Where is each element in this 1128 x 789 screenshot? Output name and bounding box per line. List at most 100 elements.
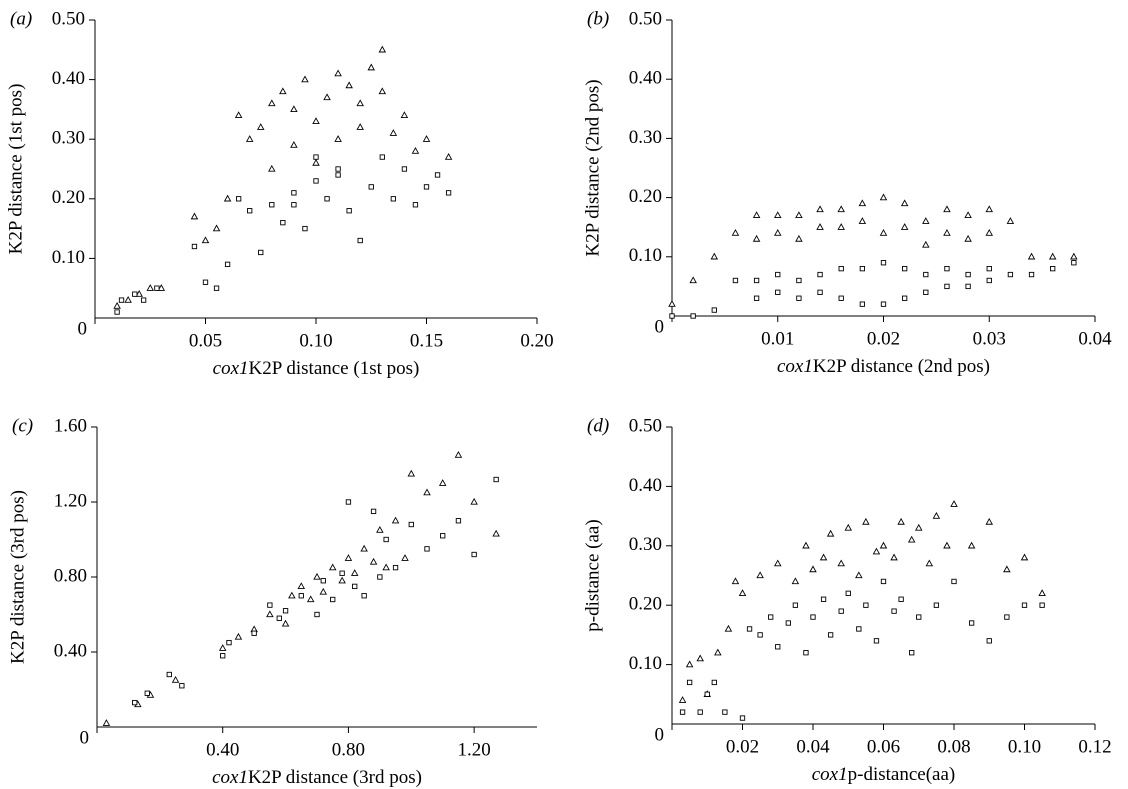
triangle-point	[290, 105, 298, 113]
triangle-point	[444, 152, 453, 160]
x-tick-label: 1.20	[458, 739, 491, 760]
triangle-point	[685, 660, 694, 668]
triangle-point	[844, 523, 853, 531]
square-point	[722, 709, 728, 715]
y-tick-label: 0.50	[52, 8, 85, 29]
x-axis-title-italic: cox1	[213, 358, 249, 379]
square-point	[838, 265, 844, 272]
square-point	[324, 196, 330, 202]
triangle-point	[113, 301, 121, 309]
triangle-point	[678, 696, 687, 703]
triangle-point	[344, 554, 353, 561]
triangle-point	[858, 217, 867, 224]
square-point	[335, 172, 341, 178]
square-point	[247, 208, 253, 214]
square-point	[401, 166, 408, 172]
square-point	[339, 570, 345, 576]
square-point	[1028, 271, 1035, 278]
y-axis-title: K2P distance (3rd pos)	[7, 490, 28, 664]
panel: (d) 0.10 0.20 0.30 0.40 0.50 0 0.02 0.04 0.06 0.08…	[582, 415, 1111, 785]
triangle-point	[985, 205, 994, 213]
triangle-point	[102, 719, 111, 726]
panel: (b) 0.10 0.20 0.30 0.40 0.50 0 0.01 0.02 0.03 0.04…	[582, 8, 1112, 377]
triangle-point	[890, 553, 898, 561]
square-point	[817, 271, 823, 278]
square-point	[796, 295, 802, 301]
triangle-point	[356, 99, 364, 107]
square-point	[944, 283, 950, 290]
triangle-point	[922, 217, 930, 224]
triangle-point	[879, 193, 888, 201]
panel-label: (b)	[587, 8, 609, 29]
triangle-point	[791, 577, 800, 585]
square-point	[392, 564, 399, 571]
square-point	[944, 265, 950, 272]
square-point	[235, 196, 242, 202]
triangle-point	[146, 284, 155, 291]
square-point	[880, 301, 887, 307]
square-point	[704, 691, 710, 697]
triangle-point	[312, 117, 320, 124]
square-point	[951, 578, 957, 585]
triangle-point	[389, 129, 398, 136]
square-point	[757, 632, 763, 638]
triangle-point	[943, 228, 951, 236]
triangle-point	[1006, 217, 1015, 224]
square-point	[859, 265, 866, 272]
square-point	[251, 630, 257, 636]
triangle-point	[313, 572, 321, 580]
square-point	[891, 608, 897, 614]
square-point	[873, 638, 880, 644]
x-axis-title-italic: cox1	[777, 356, 813, 377]
square-point	[827, 632, 834, 638]
square-point	[902, 295, 908, 301]
triangle-point	[266, 610, 274, 618]
square-point	[1004, 614, 1010, 620]
y-tick-label: 0.20	[52, 187, 85, 208]
square-point	[916, 614, 922, 620]
y-tick-label: 0.50	[629, 415, 662, 436]
triangle-point	[731, 228, 740, 236]
square-point	[909, 650, 915, 656]
square-point	[144, 690, 150, 696]
square-point	[445, 190, 452, 196]
triangle-point	[334, 135, 342, 142]
square-point	[298, 593, 304, 599]
square-point	[753, 295, 760, 301]
triangle-point	[826, 529, 835, 537]
square-point	[1021, 602, 1028, 608]
triangle-point	[1020, 553, 1029, 561]
square-point	[898, 596, 904, 602]
square-point	[345, 499, 352, 505]
triangle-point	[837, 205, 845, 213]
triangle-point	[382, 563, 390, 571]
square-point	[902, 265, 908, 272]
triangle-point	[1003, 565, 1011, 573]
triangle-point	[879, 541, 888, 549]
triangle-point	[862, 517, 870, 525]
square-point	[711, 307, 717, 313]
y-tick-label: 0.50	[629, 8, 662, 29]
square-point	[965, 283, 971, 290]
triangle-point	[964, 234, 972, 242]
triangle-point	[470, 497, 478, 505]
square-point	[191, 243, 198, 250]
square-point	[377, 574, 383, 580]
square-point	[810, 614, 816, 620]
y-tick-label: 0.30	[629, 534, 662, 555]
square-point	[863, 602, 869, 608]
triangle-point	[256, 123, 265, 130]
triangle-point	[306, 595, 315, 603]
triangle-point	[281, 619, 290, 627]
square-point	[370, 508, 377, 515]
triangle-point	[297, 582, 306, 590]
square-point	[986, 265, 992, 272]
triangle-point	[423, 488, 431, 496]
triangle-point	[328, 563, 337, 571]
square-point	[775, 289, 781, 295]
square-point	[352, 583, 358, 590]
triangle-point	[752, 211, 761, 219]
triangle-point	[1070, 252, 1078, 260]
triangle-point	[985, 517, 994, 525]
